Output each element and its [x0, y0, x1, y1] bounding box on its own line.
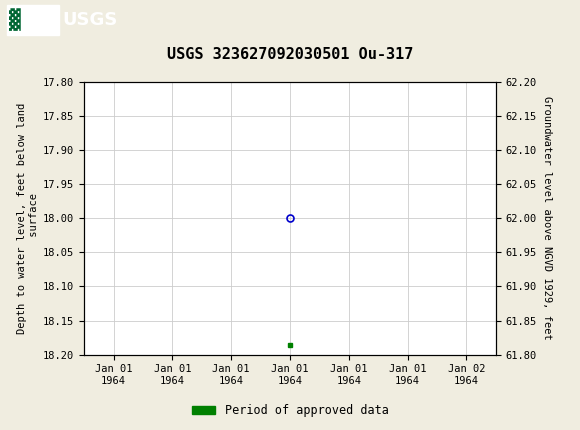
- Text: USGS: USGS: [63, 11, 118, 29]
- Y-axis label: Groundwater level above NGVD 1929, feet: Groundwater level above NGVD 1929, feet: [542, 96, 552, 340]
- Y-axis label: Depth to water level, feet below land
 surface: Depth to water level, feet below land su…: [17, 103, 39, 334]
- Text: USGS 323627092030501 Ou-317: USGS 323627092030501 Ou-317: [167, 47, 413, 62]
- Legend: Period of approved data: Period of approved data: [187, 399, 393, 422]
- Text: ▓: ▓: [9, 9, 20, 31]
- Bar: [7, 5, 59, 35]
